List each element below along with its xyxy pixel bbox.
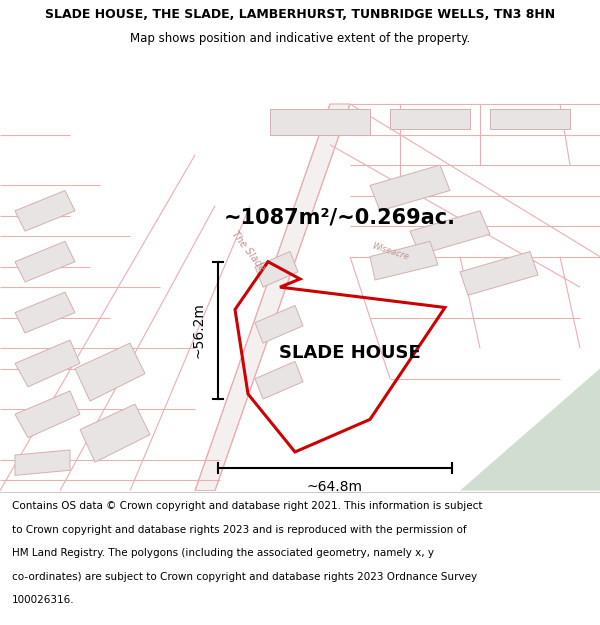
Text: co-ordinates) are subject to Crown copyright and database rights 2023 Ordnance S: co-ordinates) are subject to Crown copyr…: [12, 572, 477, 582]
Polygon shape: [370, 165, 450, 211]
Text: Map shows position and indicative extent of the property.: Map shows position and indicative extent…: [130, 32, 470, 45]
Text: ~56.2m: ~56.2m: [191, 302, 205, 358]
Text: Wiseacre: Wiseacre: [370, 241, 410, 262]
Polygon shape: [195, 104, 350, 491]
Polygon shape: [15, 292, 75, 333]
Polygon shape: [255, 361, 303, 399]
Text: SLADE HOUSE: SLADE HOUSE: [279, 344, 421, 362]
Text: Contains OS data © Crown copyright and database right 2021. This information is : Contains OS data © Crown copyright and d…: [12, 501, 482, 511]
Text: ~64.8m: ~64.8m: [307, 479, 363, 494]
Polygon shape: [15, 391, 80, 438]
Text: HM Land Registry. The polygons (including the associated geometry, namely x, y: HM Land Registry. The polygons (includin…: [12, 548, 434, 558]
Text: to Crown copyright and database rights 2023 and is reproduced with the permissio: to Crown copyright and database rights 2…: [12, 525, 467, 535]
Polygon shape: [460, 251, 538, 295]
Text: 100026316.: 100026316.: [12, 596, 74, 606]
Polygon shape: [410, 211, 490, 254]
Polygon shape: [370, 241, 438, 280]
Polygon shape: [15, 340, 80, 387]
Text: SLADE HOUSE, THE SLADE, LAMBERHURST, TUNBRIDGE WELLS, TN3 8HN: SLADE HOUSE, THE SLADE, LAMBERHURST, TUN…: [45, 8, 555, 21]
Text: The Slade: The Slade: [229, 229, 267, 274]
Polygon shape: [270, 109, 370, 134]
Polygon shape: [80, 404, 150, 462]
Polygon shape: [460, 369, 600, 491]
Polygon shape: [75, 343, 145, 401]
Polygon shape: [490, 109, 570, 129]
Polygon shape: [15, 191, 75, 231]
Polygon shape: [255, 251, 298, 287]
Polygon shape: [390, 109, 470, 129]
Polygon shape: [15, 241, 75, 282]
Text: ~1087m²/~0.269ac.: ~1087m²/~0.269ac.: [224, 208, 456, 228]
Polygon shape: [15, 450, 70, 476]
Polygon shape: [255, 306, 303, 343]
